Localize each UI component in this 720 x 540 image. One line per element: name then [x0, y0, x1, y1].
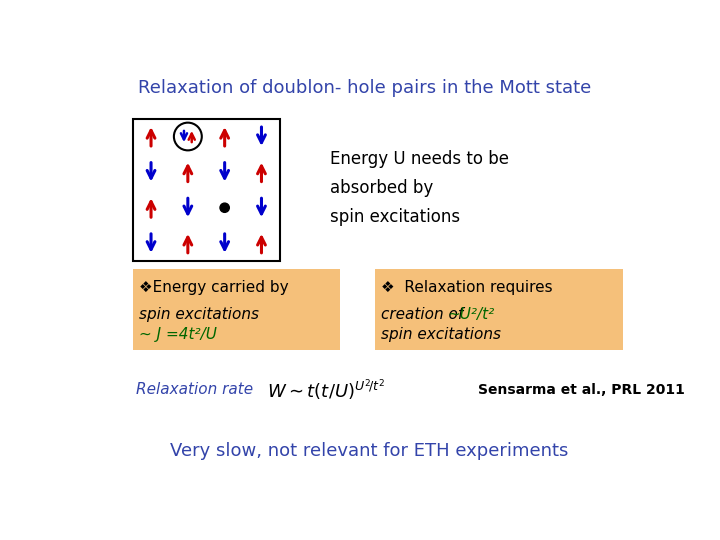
Text: ~U²/t²: ~U²/t²	[447, 307, 495, 322]
Circle shape	[220, 203, 229, 212]
Text: Very slow, not relevant for ETH experiments: Very slow, not relevant for ETH experime…	[170, 442, 568, 460]
Text: Energy U needs to be
absorbed by
spin excitations: Energy U needs to be absorbed by spin ex…	[330, 150, 509, 226]
Text: Relaxation rate: Relaxation rate	[137, 382, 253, 397]
Text: spin excitations: spin excitations	[139, 307, 258, 322]
Circle shape	[174, 123, 202, 150]
Text: spin excitations: spin excitations	[382, 327, 501, 342]
Text: ~ J =4t²/U: ~ J =4t²/U	[139, 327, 217, 342]
Bar	[132, 119, 280, 261]
Bar	[375, 269, 624, 350]
Bar	[132, 269, 341, 350]
Text: creation of: creation of	[382, 307, 469, 322]
Text: Relaxation of doublon- hole pairs in the Mott state: Relaxation of doublon- hole pairs in the…	[138, 79, 592, 97]
Text: ❖Energy carried by: ❖Energy carried by	[139, 280, 289, 295]
Text: ❖  Relaxation requires: ❖ Relaxation requires	[382, 280, 553, 295]
Text: $W \sim t(t/U)^{U^2\!/t^2}$: $W \sim t(t/U)^{U^2\!/t^2}$	[266, 377, 385, 402]
Text: Sensarma et al., PRL 2011: Sensarma et al., PRL 2011	[477, 383, 685, 397]
